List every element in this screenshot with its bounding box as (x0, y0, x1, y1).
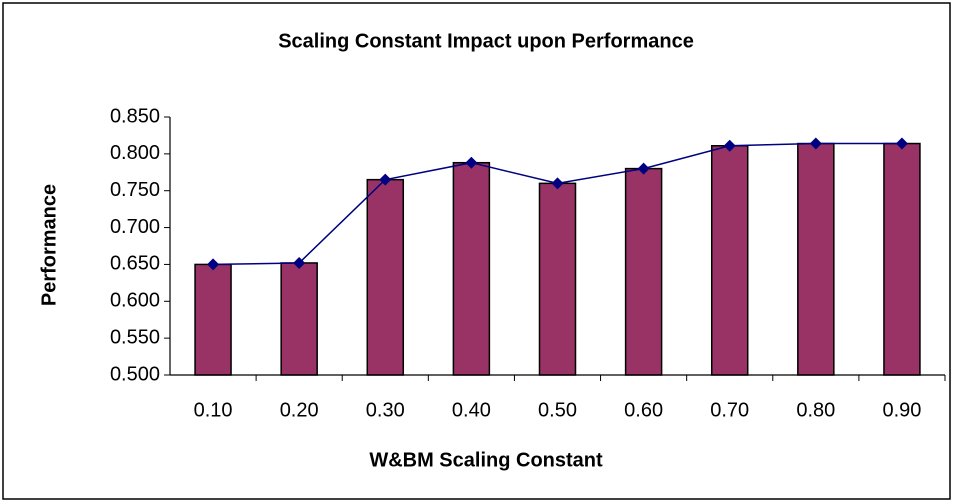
y-tick-label: 0.700 (110, 216, 160, 238)
bar (883, 142, 921, 376)
x-tick-label: 0.20 (280, 399, 319, 421)
x-tick-label: 0.10 (194, 399, 233, 421)
chart-title: Scaling Constant Impact upon Performance (278, 30, 694, 52)
line-marker (723, 139, 736, 152)
x-tick-label: 0.90 (882, 399, 921, 421)
x-axis-label: W&BM Scaling Constant (369, 449, 603, 471)
line-marker (207, 258, 220, 271)
bar (280, 262, 318, 376)
x-tick-label: 0.40 (452, 399, 491, 421)
line-marker (637, 162, 650, 175)
x-tick-label: 0.80 (796, 399, 835, 421)
line-marker (809, 137, 822, 150)
x-tick-label: 0.30 (366, 399, 405, 421)
x-tick-label: 0.60 (624, 399, 663, 421)
bar (624, 167, 663, 376)
bar (366, 178, 405, 376)
x-tick-label: 0.50 (538, 399, 577, 421)
y-tick-label: 0.750 (110, 179, 160, 201)
y-tick-label: 0.550 (110, 326, 160, 348)
y-axis-label: Performance (38, 184, 60, 306)
bar (797, 142, 835, 376)
bar (194, 263, 232, 376)
line-marker (895, 137, 908, 150)
y-tick-label: 0.500 (110, 363, 160, 385)
x-tick-label: 0.70 (710, 399, 749, 421)
bar (452, 161, 491, 376)
line-marker (465, 156, 478, 169)
bar (710, 144, 749, 376)
y-tick-label: 0.600 (110, 290, 160, 312)
y-tick-label: 0.800 (110, 142, 160, 164)
line-marker (293, 256, 306, 269)
y-tick-label: 0.650 (110, 253, 160, 275)
line-marker (551, 177, 564, 190)
y-tick-label: 0.850 (110, 105, 160, 127)
bar (538, 182, 577, 376)
line-marker (379, 173, 392, 186)
